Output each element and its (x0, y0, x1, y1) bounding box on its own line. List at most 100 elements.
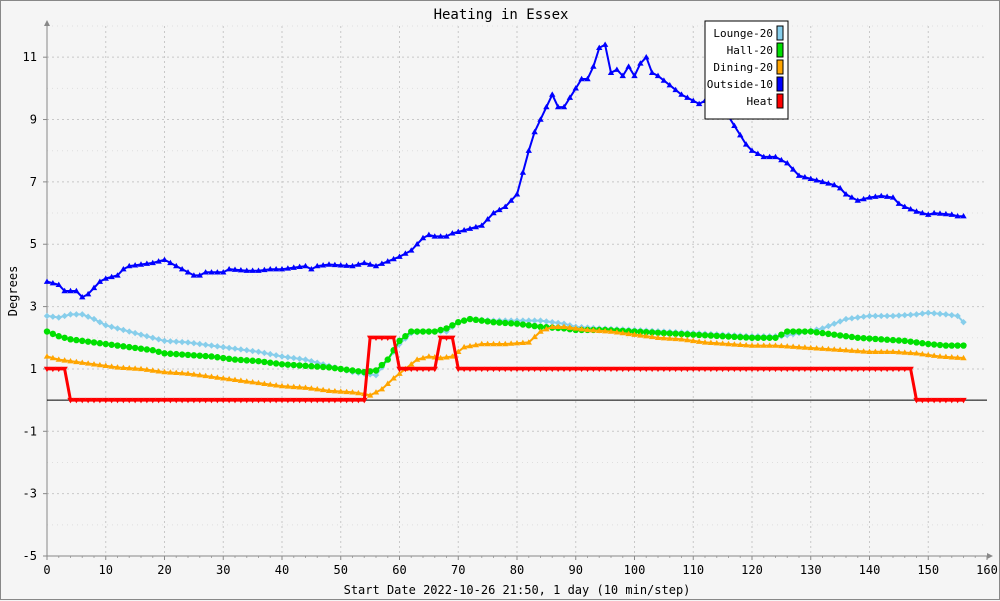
data-point (960, 342, 967, 349)
data-point (860, 195, 867, 202)
data-point (778, 342, 785, 349)
data-point (437, 354, 444, 361)
data-point (455, 366, 462, 373)
data-point (731, 122, 738, 128)
data-point (43, 312, 51, 320)
data-point (754, 366, 762, 373)
data-point (490, 209, 497, 216)
data-point (43, 278, 51, 284)
data-point (208, 269, 215, 275)
data-point (443, 335, 450, 341)
data-point (607, 69, 615, 75)
data-point (478, 317, 485, 324)
data-point (108, 323, 115, 331)
data-point (566, 94, 574, 100)
data-point (901, 349, 908, 355)
data-point (49, 330, 57, 338)
data-point (913, 208, 920, 214)
data-point (190, 397, 198, 404)
data-point (43, 328, 51, 335)
data-point (596, 44, 603, 51)
data-point (355, 397, 362, 404)
data-point (331, 397, 339, 404)
data-point (413, 241, 421, 247)
data-point (466, 342, 474, 349)
data-point (114, 342, 121, 349)
data-point (889, 336, 897, 344)
data-point (619, 329, 626, 336)
data-point (231, 356, 239, 363)
data-point (531, 322, 538, 330)
data-point (61, 312, 68, 320)
data-point (261, 358, 268, 366)
data-point (126, 364, 133, 371)
data-point (925, 309, 932, 317)
data-point (778, 366, 785, 373)
data-point (120, 397, 127, 404)
data-point (413, 356, 421, 362)
series-heat (43, 335, 967, 404)
data-point (184, 351, 192, 359)
x-axis-label: Start Date 2022-10-26 21:50, 1 day (10 m… (344, 583, 691, 597)
data-point (319, 386, 327, 393)
data-point (243, 378, 250, 384)
data-point (742, 141, 750, 147)
data-point (126, 262, 133, 269)
data-point (478, 366, 485, 373)
data-point (343, 397, 350, 404)
data-point (549, 366, 556, 373)
data-point (930, 397, 938, 404)
data-point (842, 366, 850, 373)
data-point (543, 318, 550, 325)
data-point (701, 332, 709, 339)
data-point (590, 366, 597, 373)
data-point (384, 356, 391, 363)
data-point (43, 366, 51, 373)
data-point (337, 365, 344, 373)
data-point (842, 347, 850, 353)
data-point (513, 191, 521, 197)
data-point (443, 233, 450, 239)
data-point (836, 184, 844, 191)
data-point (214, 269, 221, 275)
data-point (208, 353, 215, 360)
data-point (296, 263, 303, 270)
data-point (784, 159, 791, 166)
data-point (607, 366, 615, 373)
data-point (55, 356, 62, 362)
data-point (531, 128, 538, 135)
data-point (789, 166, 797, 172)
data-point (872, 335, 879, 343)
data-point (366, 261, 374, 267)
data-point (554, 319, 562, 327)
data-point (67, 287, 74, 294)
data-point (625, 330, 632, 337)
data-point (143, 333, 151, 340)
data-point (496, 319, 503, 326)
data-point (601, 366, 609, 373)
x-tick-label: 0 (43, 563, 50, 577)
data-point (55, 281, 62, 287)
data-point (942, 397, 950, 404)
data-point (895, 348, 903, 355)
data-point (637, 366, 644, 373)
data-point (102, 275, 109, 281)
data-point (513, 366, 521, 373)
data-point (631, 331, 638, 337)
y-tick-label: -3 (23, 487, 37, 501)
data-point (672, 330, 679, 337)
data-point (267, 397, 274, 404)
x-tick-label: 60 (392, 563, 406, 577)
data-point (625, 366, 632, 373)
data-point (549, 323, 556, 330)
data-point (308, 265, 315, 272)
data-point (96, 397, 104, 404)
data-point (807, 366, 814, 373)
data-point (507, 197, 515, 203)
data-point (408, 361, 415, 367)
data-point (225, 355, 233, 363)
data-point (678, 91, 685, 97)
data-point (272, 352, 280, 359)
data-point (607, 328, 615, 334)
data-point (102, 362, 109, 369)
